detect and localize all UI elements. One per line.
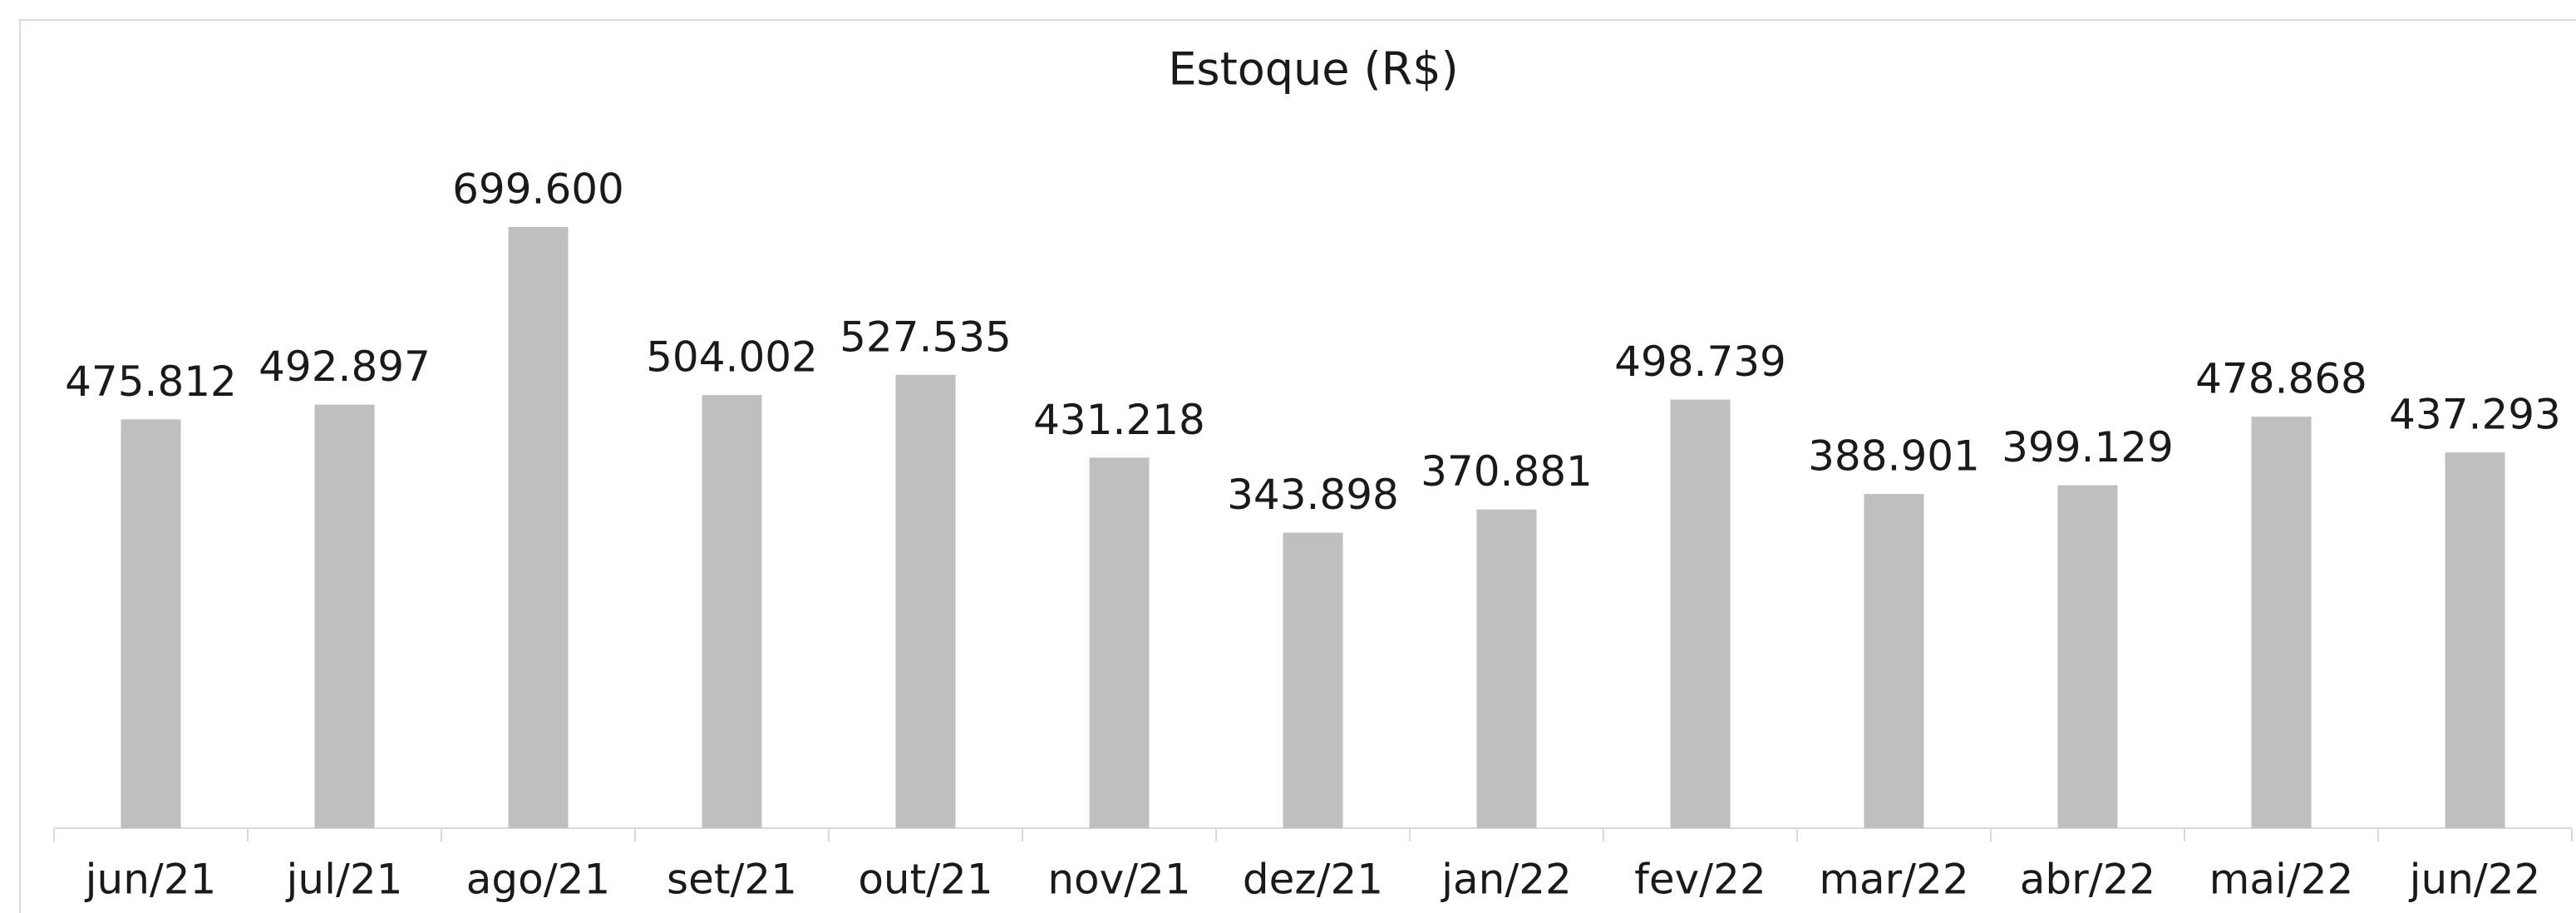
x-tick-label: set/21 <box>667 856 797 904</box>
data-label: 699.600 <box>452 165 624 214</box>
x-tick-label: dez/21 <box>1243 856 1383 904</box>
x-tick-label: out/21 <box>858 856 992 904</box>
bar <box>1864 494 1924 828</box>
data-label: 370.881 <box>1421 447 1593 496</box>
data-label: 527.535 <box>840 313 1012 361</box>
bar <box>121 419 181 828</box>
data-label: 498.739 <box>1614 338 1786 386</box>
data-label: 475.812 <box>65 358 237 406</box>
bar <box>1670 399 1731 828</box>
data-label: 343.898 <box>1227 471 1399 519</box>
bar <box>1283 532 1343 828</box>
bar <box>508 227 569 828</box>
x-tick-label: nov/21 <box>1047 856 1190 904</box>
chart-title: Estoque (R$) <box>1168 43 1458 96</box>
data-label: 478.868 <box>2195 355 2367 403</box>
bar <box>1089 457 1150 828</box>
data-label: 504.002 <box>646 333 818 382</box>
chart-frame <box>19 19 2576 913</box>
data-label: 399.129 <box>2002 423 2174 471</box>
x-tick-label: ago/21 <box>466 856 610 904</box>
data-label: 388.901 <box>1808 432 1980 481</box>
bar <box>702 395 762 829</box>
x-tick-label: jun/21 <box>85 856 217 904</box>
x-tick-label: mar/22 <box>1819 856 1968 904</box>
x-tick-label: abr/22 <box>2020 856 2155 904</box>
bar <box>2057 485 2118 828</box>
bar <box>2445 452 2505 828</box>
x-tick-label: jan/22 <box>1441 856 1572 904</box>
x-tick-label: jul/21 <box>286 856 403 904</box>
x-tick-label: fev/22 <box>1634 856 1766 904</box>
bar <box>314 404 375 828</box>
data-label: 492.897 <box>259 343 431 391</box>
bar <box>2251 417 2312 828</box>
data-label: 431.218 <box>1033 396 1205 444</box>
bar <box>1476 509 1537 828</box>
bar <box>895 374 956 828</box>
x-tick-label: jun/22 <box>2409 856 2541 904</box>
x-tick-label: mai/22 <box>2209 856 2354 904</box>
data-label: 437.293 <box>2389 391 2561 439</box>
